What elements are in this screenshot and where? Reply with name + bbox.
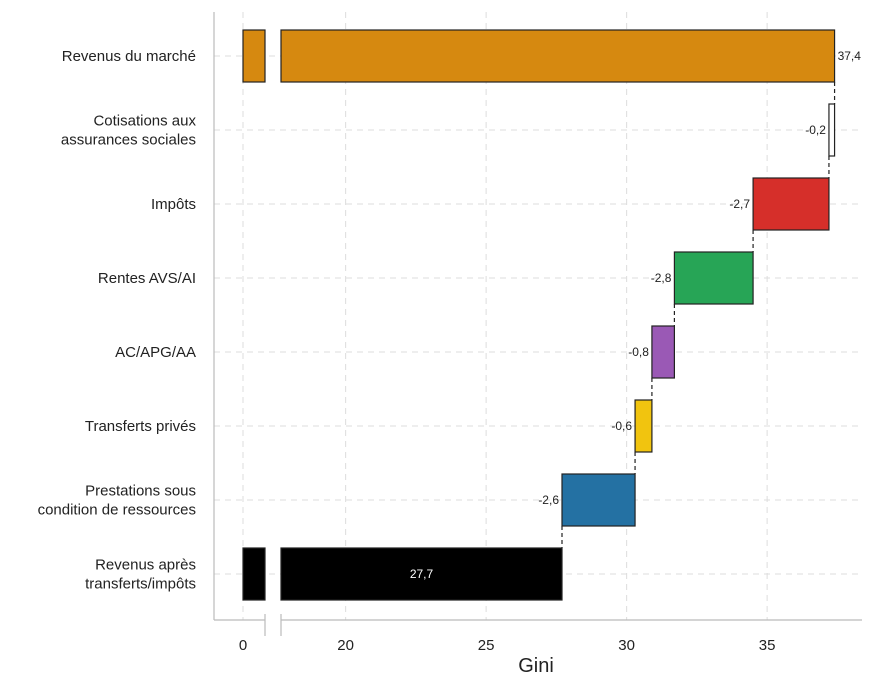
category-label-7: Revenus après transferts/impôts xyxy=(85,557,196,593)
value-label-1: -0,2 xyxy=(805,123,826,137)
x-tick-label-20: 20 xyxy=(337,637,354,654)
category-labels: Revenus du marché Cotisations aux assuranc… xyxy=(38,48,197,593)
category-label-0: Revenus du marché xyxy=(62,48,196,65)
category-label-1: Cotisations aux assurances sociales xyxy=(61,113,197,149)
bar-7 xyxy=(280,547,563,601)
value-label-0: 37,4 xyxy=(838,49,862,63)
x-tick-label-30: 30 xyxy=(618,637,635,654)
bar-5 xyxy=(634,399,653,453)
bar-6 xyxy=(561,473,636,527)
bar-layer xyxy=(242,29,836,601)
value-label-7: 27,7 xyxy=(410,567,434,581)
bar-2 xyxy=(752,177,830,231)
connector-layer xyxy=(561,82,836,548)
x-axis: 02025303540 xyxy=(213,12,862,654)
category-label-4: AC/APG/AA xyxy=(115,344,196,361)
category-label-2: Impôts xyxy=(151,196,196,213)
bar-3 xyxy=(673,251,754,305)
value-label-3: -2,8 xyxy=(651,271,672,285)
value-label-4: -0,8 xyxy=(628,345,649,359)
bar-1 xyxy=(828,103,836,157)
x-axis-title: Gini xyxy=(518,655,554,677)
bar-4 xyxy=(651,325,675,379)
value-label-2: -2,7 xyxy=(729,197,750,211)
value-label-6: -2,6 xyxy=(538,493,559,507)
bar-7-segment-left xyxy=(242,547,266,601)
category-label-6: Prestations sous condition de ressources xyxy=(38,483,196,519)
bar-0 xyxy=(280,29,836,83)
x-tick-label-25: 25 xyxy=(478,637,495,654)
grid-layer xyxy=(214,12,862,620)
x-tick-label-0: 0 xyxy=(239,637,247,654)
category-label-3: Rentes AVS/AI xyxy=(98,270,196,287)
label-layer: 37,4 -0,2 -2,7 -2,8 -0,8 -0,6 -2,6 27,7 xyxy=(410,49,861,581)
bar-0-segment-left xyxy=(242,29,266,83)
value-label-5: -0,6 xyxy=(611,419,632,433)
category-label-5: Transferts privés xyxy=(85,418,196,435)
x-tick-label-35: 35 xyxy=(759,637,776,654)
